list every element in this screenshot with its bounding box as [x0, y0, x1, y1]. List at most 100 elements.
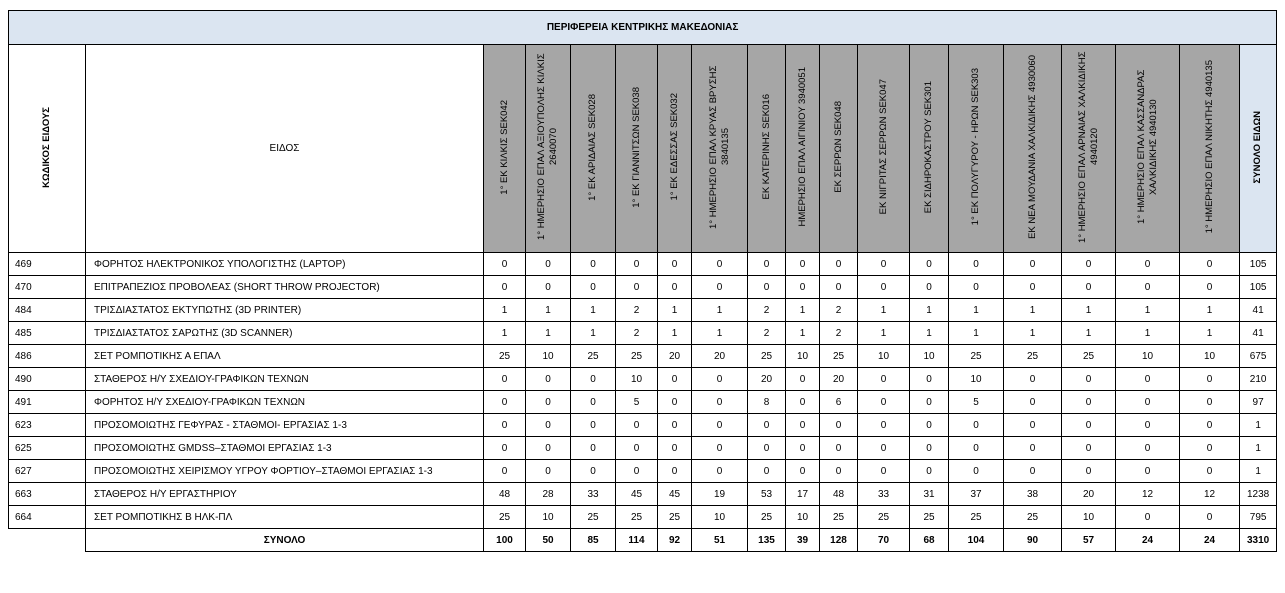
item-name: ΣΕΤ ΡΟΜΠΟΤΙΚΗΣ Α ΕΠΑΛ: [85, 344, 484, 368]
quantity-cell: 25: [747, 344, 786, 368]
quantity-cell: 0: [909, 252, 949, 276]
item-code: 491: [8, 390, 86, 414]
quantity-cell: 8: [747, 390, 786, 414]
quantity-cell: 20: [747, 367, 786, 391]
quantity-cell: 25: [615, 344, 658, 368]
school-column-header: 1° ΕΚ ΕΔΕΣΣΑΣ SEK032: [657, 44, 692, 253]
quantity-cell: 48: [819, 482, 858, 506]
quantity-cell: 0: [657, 459, 692, 483]
quantity-cell: 1: [691, 321, 748, 345]
quantity-cell: 0: [747, 252, 786, 276]
quantity-cell: 0: [948, 436, 1004, 460]
quantity-cell: 1: [948, 298, 1004, 322]
quantity-cell: 1: [1115, 298, 1180, 322]
quantity-cell: 0: [857, 252, 910, 276]
quantity-cell: 0: [785, 459, 820, 483]
school-column-header: 1° ΕΚ ΠΟΛΥΓΥΡΟΥ - ΗΡΩΝ SEK303: [948, 44, 1004, 253]
quantity-cell: 12: [1115, 482, 1180, 506]
table-row: 469 ΦΟΡΗΤΟΣ ΗΛΕΚΤΡΟΝΙΚΟΣ ΥΠΟΛΟΓΙΣΤΗΣ (LAP…: [8, 252, 1278, 276]
school-column-header: ΕΚ ΝΙΓΡΙΤΑΣ ΣΕΡΡΩΝ SEK047: [857, 44, 910, 253]
table-row: 484 ΤΡΙΣΔΙΑΣΤΑΤΟΣ ΕΚΤΥΠΩΤΗΣ (3D PRINTER) 1…: [8, 298, 1278, 322]
school-column-header: ΕΚ ΣΙΔΗΡΟΚΑΣΤΡΟΥ SEK301: [909, 44, 949, 253]
quantity-cell: 10: [525, 344, 571, 368]
quantity-cell: 25: [909, 505, 949, 529]
quantity-cell: 1: [691, 298, 748, 322]
column-total-cell: 104: [948, 528, 1004, 552]
quantity-cell: 0: [483, 367, 526, 391]
item-code: 486: [8, 344, 86, 368]
quantity-cell: 0: [857, 275, 910, 299]
item-code: 623: [8, 413, 86, 437]
quantity-cell: 25: [819, 505, 858, 529]
empty-cell: [9, 529, 86, 552]
quantity-cell: 0: [1061, 275, 1116, 299]
quantity-cell: 0: [1061, 459, 1116, 483]
school-column-header: 1° ΕΚ ΑΡΙΔΑΙΑΣ SEK028: [570, 44, 616, 253]
quantity-cell: 25: [570, 505, 616, 529]
quantity-cell: 0: [1179, 252, 1240, 276]
quantity-cell: 1: [525, 298, 571, 322]
row-total-cell: 795: [1238, 505, 1278, 529]
quantity-cell: 1: [1061, 298, 1116, 322]
column-total-cell: 92: [657, 528, 692, 552]
quantity-cell: 20: [657, 344, 692, 368]
quantity-cell: 25: [483, 344, 526, 368]
quantity-cell: 5: [615, 390, 658, 414]
quantity-cell: 5: [948, 390, 1004, 414]
quantity-cell: 12: [1179, 482, 1240, 506]
quantity-cell: 1: [657, 321, 692, 345]
quantity-cell: 19: [691, 482, 748, 506]
quantity-cell: 0: [570, 413, 616, 437]
quantity-cell: 0: [747, 459, 786, 483]
quantity-cell: 0: [1061, 367, 1116, 391]
quantity-cell: 0: [747, 436, 786, 460]
table-title: ΠΕΡΙΦΕΡΕΙΑ ΚΕΝΤΡΙΚΗΣ ΜΑΚΕΔΟΝΙΑΣ: [7, 10, 1278, 45]
quantity-cell: 1: [1061, 321, 1116, 345]
quantity-cell: 0: [747, 413, 786, 437]
quantity-cell: 10: [525, 505, 571, 529]
quantity-cell: 0: [570, 252, 616, 276]
code-column-header: ΚΩΔΙΚΟΣ ΕΙΔΟΥΣ: [8, 44, 86, 253]
column-total-cell: 85: [570, 528, 616, 552]
quantity-cell: 17: [785, 482, 820, 506]
quantity-cell: 0: [1061, 413, 1116, 437]
quantity-cell: 0: [1003, 275, 1062, 299]
column-total-cell: 135: [747, 528, 786, 552]
quantity-cell: 1: [1179, 298, 1240, 322]
quantity-cell: 0: [819, 413, 858, 437]
quantity-cell: 0: [909, 436, 949, 460]
quantity-cell: 0: [615, 252, 658, 276]
quantity-cell: 25: [819, 344, 858, 368]
quantity-cell: 0: [785, 413, 820, 437]
quantity-cell: 2: [819, 298, 858, 322]
school-column-header: ΕΚ ΣΕΡΡΩΝ SEK048: [819, 44, 858, 253]
quantity-cell: 0: [525, 252, 571, 276]
quantity-cell: 1: [785, 321, 820, 345]
quantity-cell: 1: [857, 298, 910, 322]
row-total-cell: 105: [1238, 275, 1278, 299]
quantity-cell: 0: [785, 367, 820, 391]
quantity-cell: 0: [525, 413, 571, 437]
quantity-cell: 0: [570, 367, 616, 391]
school-column-header: ΕΚ ΝΕΑ ΜΟΥΔΑΝΙΑ ΧΑΛΚΙΔΙΚΗΣ 4930060: [1003, 44, 1062, 253]
totals-label: ΣΥΝΟΛΟ: [85, 528, 484, 552]
column-total-cell: 100: [483, 528, 526, 552]
quantity-cell: 37: [948, 482, 1004, 506]
quantity-cell: 0: [483, 436, 526, 460]
item-code: 663: [8, 482, 86, 506]
quantity-cell: 0: [615, 436, 658, 460]
quantity-cell: 38: [1003, 482, 1062, 506]
quantity-cell: 0: [857, 436, 910, 460]
quantity-cell: 0: [1179, 275, 1240, 299]
quantity-cell: 0: [570, 275, 616, 299]
quantity-cell: 0: [948, 275, 1004, 299]
item-name: ΠΡΟΣΟΜΟΙΩΤΗΣ GMDSS–ΣΤΑΘΜΟΙ ΕΡΓΑΣΙΑΣ 1-3: [85, 436, 484, 460]
row-total-cell: 1238: [1238, 482, 1278, 506]
item-code: 627: [8, 459, 86, 483]
quantity-cell: 0: [1003, 436, 1062, 460]
school-column-header: ΕΚ ΚΑΤΕΡΙΝΗΣ SEK016: [747, 44, 786, 253]
quantity-cell: 0: [857, 390, 910, 414]
quantity-cell: 25: [570, 344, 616, 368]
quantity-cell: 1: [785, 298, 820, 322]
column-total-cell: 68: [909, 528, 949, 552]
